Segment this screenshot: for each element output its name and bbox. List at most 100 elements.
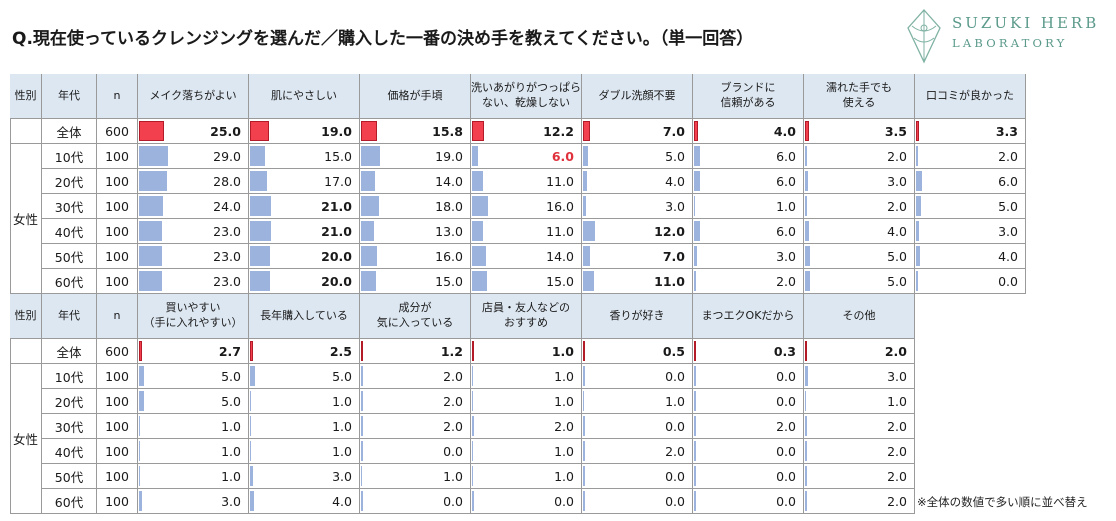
age-bar <box>250 196 271 216</box>
data-cell: 2.0 <box>804 464 915 489</box>
data-cell: 0.0 <box>582 464 693 489</box>
age-bar <box>916 221 919 241</box>
data-cell: 6.0 <box>693 144 804 169</box>
total-bar <box>139 341 142 361</box>
age-bar <box>694 366 696 386</box>
data-value: 24.0 <box>213 199 241 214</box>
age-bar <box>139 441 140 461</box>
data-cell: 14.0 <box>360 169 471 194</box>
n-value: 100 <box>97 144 138 169</box>
n-value: 100 <box>97 244 138 269</box>
age-label: 30代 <box>42 194 97 219</box>
data-cell: 15.0 <box>249 144 360 169</box>
data-value: 3.0 <box>887 174 907 189</box>
data-cell: 11.0 <box>582 269 693 294</box>
data-cell: 7.0 <box>582 244 693 269</box>
data-cell: 2.0 <box>915 144 1026 169</box>
age-bar <box>694 221 700 241</box>
data-value: 1.0 <box>554 369 574 384</box>
age-bar <box>805 416 807 436</box>
data-value: 19.0 <box>321 124 352 139</box>
n-value: 600 <box>97 119 138 144</box>
age-bar <box>250 416 251 436</box>
header-category: 肌にやさしい <box>249 74 360 119</box>
data-value: 11.0 <box>546 224 574 239</box>
age-bar <box>361 441 363 461</box>
total-bar <box>250 341 253 361</box>
data-cell: 12.0 <box>582 219 693 244</box>
data-cell: 1.0 <box>138 464 249 489</box>
data-cell: 1.0 <box>249 439 360 464</box>
data-cell: 2.0 <box>804 489 915 514</box>
age-bar <box>139 416 140 436</box>
age-bar <box>472 491 474 511</box>
age-bar <box>472 271 487 291</box>
total-bar <box>472 341 474 361</box>
data-value: 3.3 <box>995 124 1018 139</box>
age-bar <box>139 246 162 266</box>
age-bar <box>361 391 363 411</box>
age-bar <box>139 491 142 511</box>
header-gender: 性別 <box>10 74 42 119</box>
data-cell: 3.0 <box>582 194 693 219</box>
header-category: ブランドに 信頼がある <box>693 74 804 119</box>
data-cell: 1.0 <box>138 439 249 464</box>
data-value: 2.0 <box>776 274 796 289</box>
data-value: 3.0 <box>665 199 685 214</box>
data-cell: 5.0 <box>804 244 915 269</box>
age-bar <box>250 221 271 241</box>
data-cell: 0.0 <box>693 464 804 489</box>
age-bar <box>472 416 474 436</box>
age-label: 10代 <box>42 364 97 389</box>
data-cell: 2.0 <box>804 194 915 219</box>
data-value: 4.0 <box>998 249 1018 264</box>
total-bar <box>472 121 485 141</box>
data-cell: 0.0 <box>693 389 804 414</box>
data-cell: 3.0 <box>804 364 915 389</box>
data-value: 4.0 <box>773 124 796 139</box>
age-bar <box>139 196 163 216</box>
data-cell: 2.0 <box>804 439 915 464</box>
data-cell: 19.0 <box>249 119 360 144</box>
n-value: 100 <box>97 489 138 514</box>
age-bar <box>361 171 375 191</box>
total-bar <box>250 121 269 141</box>
age-bar <box>250 466 253 486</box>
data-value: 1.0 <box>332 394 352 409</box>
data-cell: 2.5 <box>249 339 360 364</box>
data-value: 14.0 <box>435 174 463 189</box>
age-bar <box>139 366 144 386</box>
header-age: 年代 <box>42 294 97 339</box>
total-bar <box>694 341 696 361</box>
data-cell: 1.0 <box>804 389 915 414</box>
data-value: 0.0 <box>443 494 463 509</box>
data-cell: 1.0 <box>249 389 360 414</box>
age-bar <box>694 441 696 461</box>
age-bar <box>583 366 585 386</box>
data-value: 0.0 <box>665 369 685 384</box>
data-value: 11.0 <box>654 274 685 289</box>
age-bar <box>694 391 696 411</box>
age-bar <box>583 466 585 486</box>
data-cell: 0.0 <box>915 269 1026 294</box>
data-value: 1.0 <box>776 199 796 214</box>
data-cell: 6.0 <box>693 169 804 194</box>
data-cell: 4.0 <box>804 219 915 244</box>
data-value: 4.0 <box>887 224 907 239</box>
data-cell: 4.0 <box>582 169 693 194</box>
data-value: 2.0 <box>887 494 907 509</box>
data-cell: 5.0 <box>138 364 249 389</box>
data-cell: 16.0 <box>471 194 582 219</box>
age-label: 50代 <box>42 244 97 269</box>
data-cell: 6.0 <box>471 144 582 169</box>
total-bar <box>139 121 164 141</box>
data-cell: 15.0 <box>471 269 582 294</box>
age-bar <box>250 171 267 191</box>
data-cell: 2.0 <box>804 144 915 169</box>
data-value: 2.0 <box>887 444 907 459</box>
data-cell: 11.0 <box>471 169 582 194</box>
data-cell: 2.0 <box>360 364 471 389</box>
total-bar <box>694 121 698 141</box>
age-bar <box>250 491 254 511</box>
age-bar <box>250 391 251 411</box>
